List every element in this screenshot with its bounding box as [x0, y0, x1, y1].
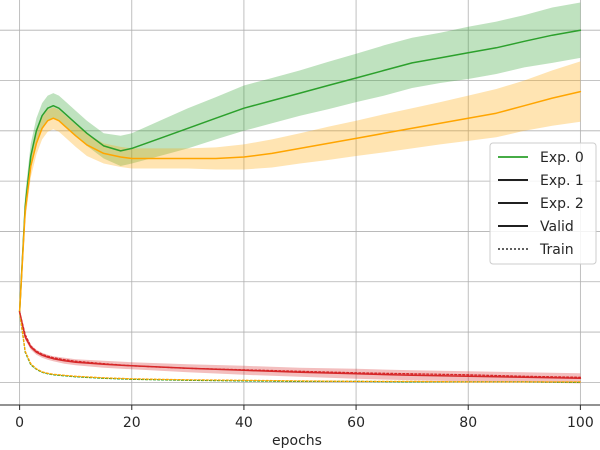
- legend-label: Exp. 0: [540, 150, 584, 166]
- series-line-exp-2-train: [18, 311, 582, 378]
- legend-frame: [489, 142, 597, 265]
- x-ticks: 0 20 40 60 80 100: [15, 405, 594, 431]
- band-exp-1: [19, 61, 581, 323]
- series-lines: [18, 29, 582, 384]
- series-line-exp-1-train: [18, 311, 582, 383]
- x-tick-label: 80: [459, 415, 477, 431]
- series-line-exp-0-valid: [18, 29, 582, 313]
- x-tick-label: 60: [347, 415, 365, 431]
- confidence-bands: [19, 2, 581, 384]
- legend-label: Exp. 2: [540, 196, 584, 212]
- legend-label: Train: [539, 242, 574, 258]
- legend: Exp. 0 Exp. 1 Exp. 2 Valid Train: [489, 142, 597, 265]
- band-exp-0: [19, 2, 581, 325]
- x-tick-label: 40: [235, 415, 253, 431]
- x-tick-label: 0: [15, 415, 24, 431]
- x-axis-label: epochs: [272, 433, 322, 449]
- legend-label: Valid: [540, 219, 574, 235]
- band-exp-2: [19, 310, 581, 384]
- series-line-exp-1-valid: [18, 90, 582, 313]
- x-tick-label: 20: [123, 415, 141, 431]
- x-tick-label: 100: [567, 415, 594, 431]
- legend-label: Exp. 1: [540, 173, 584, 189]
